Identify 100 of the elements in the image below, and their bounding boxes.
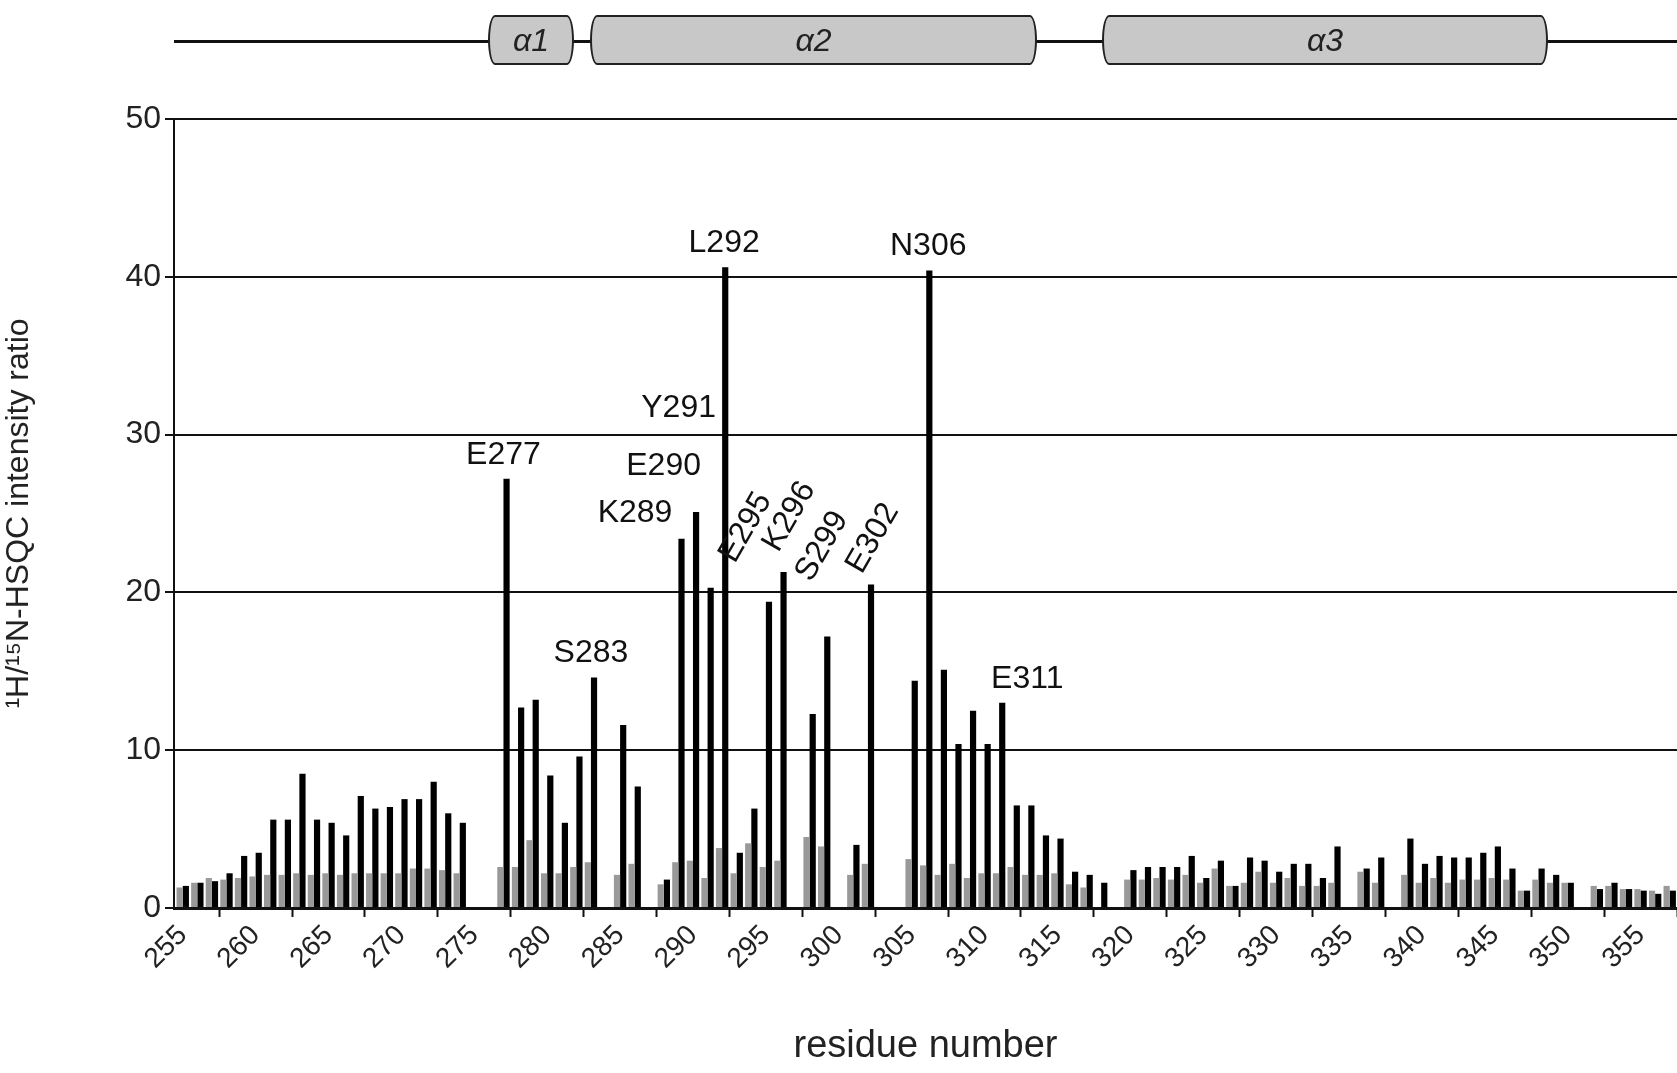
bar xyxy=(445,813,452,907)
bar xyxy=(497,866,504,907)
bar xyxy=(707,587,714,907)
bar xyxy=(547,775,554,907)
bar xyxy=(584,862,591,907)
bar xyxy=(978,873,985,907)
bar xyxy=(824,636,831,907)
x-tick-label: 340 xyxy=(1376,918,1432,974)
bar xyxy=(532,699,539,907)
bar xyxy=(861,863,868,907)
bar xyxy=(401,799,408,907)
bar xyxy=(926,270,933,907)
y-tick-label: 30 xyxy=(125,414,161,451)
x-tick-label: 295 xyxy=(720,918,776,974)
bar xyxy=(197,882,204,907)
bar xyxy=(1057,838,1064,907)
bar xyxy=(969,710,977,907)
bar xyxy=(1553,874,1560,907)
bar xyxy=(686,860,693,907)
bar xyxy=(576,756,583,907)
bar xyxy=(1188,855,1195,907)
bar xyxy=(1459,879,1466,907)
bar xyxy=(1153,878,1160,907)
bar xyxy=(672,862,679,907)
bar xyxy=(745,843,752,907)
bar xyxy=(409,868,416,907)
bar xyxy=(730,873,737,907)
bar xyxy=(1144,866,1152,907)
bar xyxy=(424,868,431,907)
bar xyxy=(1232,885,1239,907)
bar xyxy=(1042,835,1050,907)
bar xyxy=(751,808,758,907)
x-tick-label: 270 xyxy=(356,918,412,974)
bar xyxy=(176,887,183,907)
bar xyxy=(1474,879,1481,907)
bar xyxy=(1357,871,1364,907)
x-tick-label: 265 xyxy=(283,918,339,974)
bar xyxy=(817,846,825,907)
bar xyxy=(416,799,423,907)
bar xyxy=(366,873,373,907)
x-tick-label: 315 xyxy=(1012,918,1068,974)
bar xyxy=(657,884,664,907)
bar xyxy=(1138,879,1145,907)
bar xyxy=(1124,879,1131,907)
bar xyxy=(1328,882,1335,907)
bar xyxy=(459,822,466,907)
bar xyxy=(1648,890,1656,907)
bar xyxy=(1255,871,1262,907)
bar xyxy=(453,873,460,907)
bar xyxy=(809,713,816,907)
y-axis-title: ¹H/¹⁵N-HSQC intensity ratio xyxy=(0,318,36,709)
bar xyxy=(182,885,189,907)
bar xyxy=(999,702,1006,907)
bar xyxy=(1182,874,1189,907)
bar xyxy=(205,878,212,907)
bar xyxy=(541,873,548,907)
bar xyxy=(905,859,912,907)
bar xyxy=(1407,838,1414,907)
bar xyxy=(853,844,860,907)
bar xyxy=(343,835,350,907)
bar xyxy=(736,852,743,907)
annotation: E311 xyxy=(991,658,1064,695)
bar xyxy=(1488,878,1495,907)
bar xyxy=(241,855,248,907)
bar xyxy=(226,873,233,907)
bar xyxy=(220,879,227,907)
bar xyxy=(1313,885,1320,907)
x-tick-label: 355 xyxy=(1595,918,1651,974)
bar xyxy=(803,836,810,907)
annotation: N306 xyxy=(889,226,967,263)
bar xyxy=(1211,868,1218,907)
annotation: E290 xyxy=(626,445,701,482)
x-tick-label: 350 xyxy=(1522,918,1578,974)
y-tick-label: 10 xyxy=(125,730,161,767)
bar xyxy=(949,863,956,907)
bar xyxy=(511,866,519,907)
bar xyxy=(1305,863,1312,907)
bar xyxy=(963,878,970,907)
bar xyxy=(336,874,344,907)
bar xyxy=(1619,889,1626,907)
bar xyxy=(692,511,700,907)
bar xyxy=(211,881,219,907)
bar xyxy=(395,873,402,907)
bar xyxy=(278,874,285,907)
bar xyxy=(1051,873,1058,907)
bar xyxy=(678,538,685,907)
bar xyxy=(255,852,262,907)
bar xyxy=(1611,882,1618,907)
bar xyxy=(1013,805,1020,907)
bar xyxy=(503,478,510,907)
annotation: K289 xyxy=(597,492,673,529)
bar xyxy=(293,873,300,907)
bar xyxy=(1538,868,1545,907)
bar xyxy=(628,863,635,907)
bar xyxy=(1036,874,1043,907)
bar xyxy=(765,601,773,907)
bar xyxy=(1480,852,1487,907)
bar xyxy=(357,795,364,907)
bar xyxy=(1174,866,1181,907)
bar xyxy=(701,878,708,907)
